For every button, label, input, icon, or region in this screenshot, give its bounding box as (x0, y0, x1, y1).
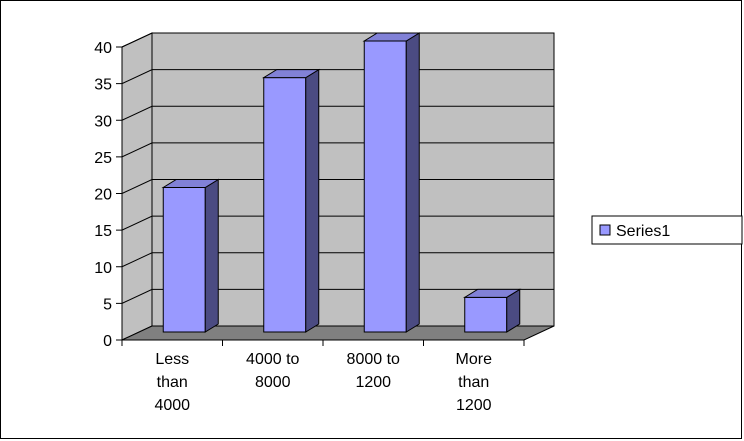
x-category-label-line: 1200 (355, 374, 391, 391)
bar (462, 288, 522, 333)
y-tick-label: 30 (94, 113, 112, 130)
x-category-label-line: 4000 (154, 397, 190, 414)
bar-top (462, 288, 522, 298)
bar-top (362, 32, 422, 42)
gridline (121, 179, 554, 194)
gridline (121, 288, 554, 304)
bar-side (405, 32, 420, 333)
bar-front (162, 187, 206, 333)
axes (116, 46, 525, 346)
bar-front (363, 40, 407, 333)
bar (362, 32, 422, 333)
x-category-label: Less than 4000 (154, 351, 190, 414)
bars (161, 32, 522, 333)
legend-swatch (599, 224, 611, 236)
bar-front (263, 77, 307, 333)
x-category-label-line: 8000 (255, 374, 291, 391)
gridline (121, 142, 554, 158)
y-tick-label: 40 (94, 40, 112, 57)
bar-top (261, 69, 321, 79)
y-tick-label: 25 (94, 150, 112, 167)
bar (161, 178, 221, 333)
gridline (121, 69, 554, 85)
x-category-label-line: than (458, 374, 489, 391)
bar-top (161, 179, 221, 188)
y-tick-label: 5 (103, 296, 112, 313)
x-category-label: More than 1200 (456, 351, 493, 414)
x-category-label-line: 1200 (456, 397, 492, 414)
y-tick-label: 10 (94, 260, 112, 277)
x-category-label-line: than (157, 374, 188, 391)
gridline (121, 105, 554, 121)
x-category-label-line: Less (155, 351, 189, 368)
y-tick-labels: 0 5 10 15 20 25 30 35 40 (94, 40, 112, 350)
y-tick-label: 0 (103, 333, 112, 350)
legend: Series1 (591, 215, 743, 245)
gridline (121, 215, 554, 231)
bar-side (305, 68, 320, 333)
gridline (121, 252, 554, 268)
bar (261, 68, 321, 333)
legend-box (591, 215, 743, 245)
y-tick-label: 20 (94, 187, 112, 204)
x-category-label: 4000 to 8000 (246, 351, 299, 391)
legend-label: Series1 (616, 223, 670, 240)
x-category-label-line: More (456, 351, 493, 368)
bar-side (204, 178, 219, 333)
y-tick-label: 35 (94, 77, 112, 94)
y-tick-label: 15 (94, 223, 112, 240)
x-category-label-line: 4000 to (246, 351, 299, 368)
bar-front (464, 296, 508, 333)
x-category-labels: Less than 4000 4000 to 8000 8000 to 1200 More th… (154, 351, 492, 414)
x-category-label-line: 8000 to (347, 351, 400, 368)
x-category-label: 8000 to 1200 (347, 351, 400, 391)
